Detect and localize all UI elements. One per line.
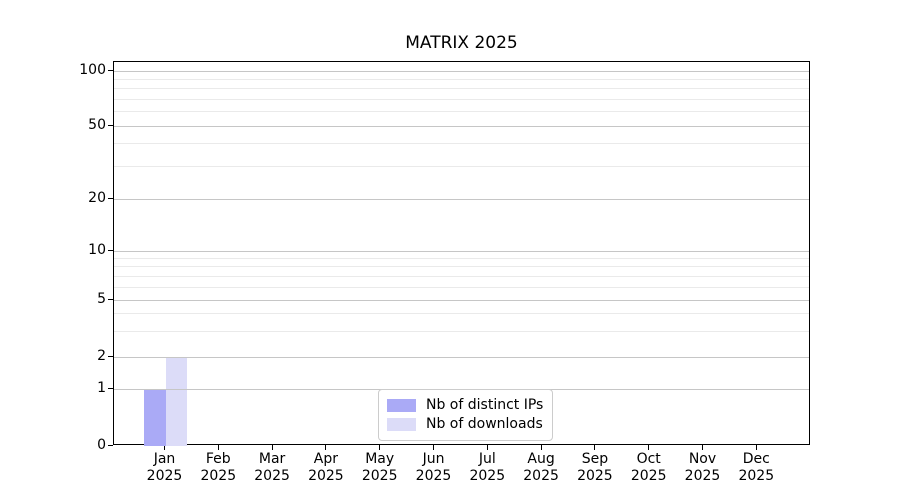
x-tick-year: 2025: [308, 468, 344, 484]
y-tick-mark: [108, 355, 113, 357]
x-tick-month: Jun: [422, 451, 445, 467]
x-tick-month: Nov: [688, 451, 717, 467]
legend-item: Nb of distinct IPs: [387, 396, 543, 415]
x-axis-tick-label: Feb 2025: [178, 451, 258, 485]
x-axis-tick-label: Sep 2025: [555, 451, 635, 485]
x-tick-year: 2025: [577, 468, 613, 484]
y-axis-tick-label: 10: [88, 242, 106, 258]
bars-layer: [114, 62, 809, 446]
x-tick-month: Aug: [527, 451, 555, 467]
x-tick-mark: [164, 445, 165, 450]
x-tick-month: Jul: [478, 451, 496, 467]
y-tick-mark: [108, 387, 113, 389]
x-tick-year: 2025: [684, 468, 721, 484]
y-tick-mark: [108, 444, 113, 446]
x-tick-year: 2025: [523, 468, 559, 484]
y-tick-mark: [108, 124, 113, 126]
y-tick-mark: [108, 197, 113, 199]
x-axis-tick-label: Nov 2025: [663, 451, 743, 485]
x-axis-tick-label: Jun 2025: [394, 451, 474, 485]
legend-swatch-distinct-ips: [387, 399, 416, 412]
x-tick-mark: [594, 445, 596, 450]
y-tick-mark: [108, 298, 113, 300]
legend-swatch-downloads: [387, 418, 416, 431]
x-axis-tick-label: Jul 2025: [447, 451, 527, 485]
x-tick-mark: [648, 445, 650, 450]
x-axis-tick-label: Apr 2025: [286, 451, 366, 485]
x-tick-year: 2025: [200, 468, 237, 484]
x-axis-tick-label: Mar 2025: [232, 451, 312, 485]
legend-label: Nb of downloads: [426, 416, 543, 432]
x-axis-tick-label: May 2025: [340, 451, 420, 485]
x-tick-year: 2025: [361, 468, 398, 484]
y-axis-tick-label: 100: [79, 62, 106, 78]
y-axis-tick-label: 2: [97, 348, 106, 364]
x-tick-year: 2025: [146, 468, 183, 484]
x-axis-tick-label: Oct 2025: [609, 451, 689, 485]
x-tick-mark: [540, 445, 542, 450]
x-tick-month: Apr: [313, 451, 338, 467]
x-tick-month: Sep: [581, 451, 609, 467]
x-tick-year: 2025: [738, 468, 775, 484]
x-tick-mark: [271, 445, 273, 450]
x-tick-mark: [755, 445, 757, 450]
x-tick-mark: [486, 445, 488, 450]
y-axis-tick-label: 5: [97, 291, 106, 307]
plot-area: [113, 61, 810, 446]
x-tick-month: May: [365, 451, 395, 467]
x-axis-tick-label: Aug 2025: [501, 451, 581, 485]
bar-downloads-jan: [165, 357, 187, 446]
x-tick-mark: [702, 445, 703, 450]
y-axis-tick-label: 20: [88, 190, 106, 206]
y-axis-tick-label: 0: [97, 437, 106, 453]
x-tick-year: 2025: [469, 468, 506, 484]
legend-item: Nb of downloads: [387, 415, 543, 434]
x-tick-mark: [325, 445, 327, 450]
x-axis-tick-label: Dec 2025: [716, 451, 796, 485]
x-tick-year: 2025: [630, 468, 667, 484]
y-tick-mark: [108, 69, 113, 71]
y-axis-tick-label: 1: [97, 380, 106, 396]
y-axis-tick-label: 50: [88, 117, 106, 133]
x-tick-month: Mar: [258, 451, 286, 467]
y-tick-mark: [108, 249, 113, 251]
x-tick-mark: [379, 445, 381, 450]
x-tick-month: Feb: [205, 451, 231, 467]
x-tick-month: Jan: [153, 451, 176, 467]
x-tick-month: Dec: [742, 451, 770, 467]
x-tick-month: Oct: [636, 451, 661, 467]
x-tick-mark: [433, 445, 434, 450]
x-tick-mark: [217, 445, 219, 450]
chart-title: MATRIX 2025: [405, 33, 518, 53]
x-tick-year: 2025: [415, 468, 452, 484]
bar-distinct-ips-jan: [144, 389, 166, 446]
x-tick-year: 2025: [254, 468, 290, 484]
x-axis-tick-label: Jan 2025: [125, 451, 205, 485]
legend-label: Nb of distinct IPs: [426, 397, 544, 413]
legend: Nb of distinct IPs Nb of downloads: [378, 389, 554, 441]
